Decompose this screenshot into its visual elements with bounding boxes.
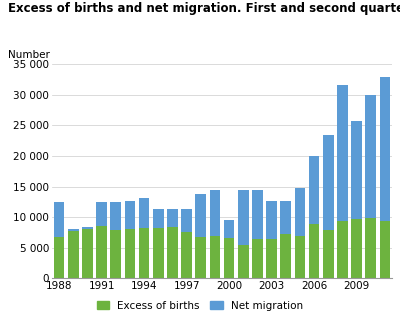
Bar	[351, 219, 362, 278]
Bar	[295, 236, 305, 278]
Bar	[323, 135, 334, 230]
Bar	[110, 230, 121, 278]
Bar	[181, 209, 192, 232]
Bar	[196, 237, 206, 278]
Bar	[280, 201, 291, 234]
Bar	[54, 237, 64, 278]
Bar	[380, 221, 390, 278]
Bar	[266, 239, 277, 278]
Bar	[181, 232, 192, 278]
Bar	[210, 236, 220, 278]
Bar	[153, 209, 164, 228]
Bar	[153, 228, 164, 278]
Bar	[309, 224, 319, 278]
Bar	[54, 202, 64, 237]
Bar	[309, 156, 319, 224]
Bar	[82, 229, 93, 278]
Bar	[252, 189, 263, 239]
Bar	[167, 209, 178, 227]
Bar	[110, 202, 121, 230]
Bar	[167, 227, 178, 278]
Legend: Excess of births, Net migration: Excess of births, Net migration	[92, 296, 308, 315]
Bar	[295, 188, 305, 236]
Bar	[337, 85, 348, 221]
Bar	[96, 226, 107, 278]
Bar	[224, 220, 234, 238]
Bar	[139, 228, 149, 278]
Bar	[238, 190, 248, 245]
Bar	[238, 245, 248, 278]
Bar	[68, 229, 78, 231]
Bar	[366, 218, 376, 278]
Bar	[196, 195, 206, 237]
Text: Excess of births and net migration. First and second quarter. 1988-2011: Excess of births and net migration. Firs…	[8, 2, 400, 15]
Bar	[224, 238, 234, 278]
Bar	[380, 77, 390, 221]
Bar	[125, 201, 135, 229]
Bar	[82, 227, 93, 229]
Bar	[351, 121, 362, 219]
Bar	[68, 231, 78, 278]
Bar	[280, 234, 291, 278]
Bar	[337, 221, 348, 278]
Bar	[125, 229, 135, 278]
Bar	[96, 202, 107, 226]
Bar	[139, 197, 149, 228]
Text: Number: Number	[8, 50, 50, 60]
Bar	[266, 201, 277, 239]
Bar	[366, 95, 376, 218]
Bar	[323, 230, 334, 278]
Bar	[210, 190, 220, 236]
Bar	[252, 239, 263, 278]
